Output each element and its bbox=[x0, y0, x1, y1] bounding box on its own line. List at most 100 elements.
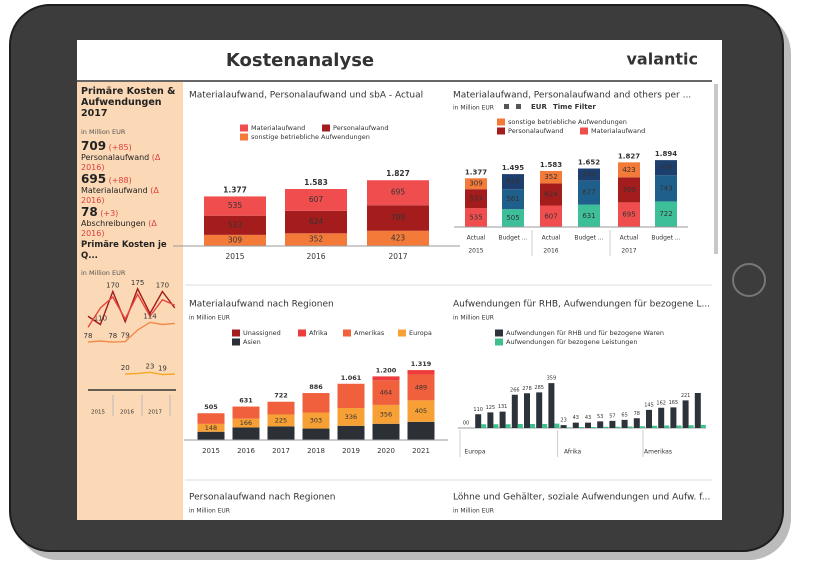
bar-segment bbox=[655, 201, 677, 227]
data-label: 722 bbox=[659, 210, 672, 218]
total-label: 1.827 bbox=[386, 169, 410, 178]
bar-segment bbox=[372, 380, 400, 405]
data-label: 505 bbox=[506, 214, 519, 222]
data-label: 709 bbox=[391, 213, 406, 222]
bar-segment bbox=[285, 210, 347, 234]
legend-label: Asien bbox=[243, 338, 261, 346]
kpi-label: Materialaufwand bbox=[81, 186, 148, 195]
bar-segment bbox=[337, 383, 365, 408]
data-label: 221 bbox=[681, 393, 691, 399]
data-label: 695 bbox=[391, 188, 406, 197]
home-button[interactable] bbox=[732, 263, 766, 297]
data-label: 225 bbox=[275, 416, 287, 424]
bar bbox=[670, 407, 677, 428]
legend-label: Materialaufwand bbox=[591, 127, 645, 135]
chart-title: Löhne und Gehälter, soziale Aufwendungen… bbox=[453, 493, 710, 503]
bar bbox=[554, 423, 560, 428]
legend-swatch bbox=[343, 329, 351, 337]
bar-segment bbox=[655, 160, 677, 176]
data-label: 19 bbox=[158, 365, 167, 373]
bar-segment bbox=[232, 406, 260, 419]
data-label: 709 bbox=[622, 186, 635, 194]
bar bbox=[597, 421, 604, 428]
bar-segment bbox=[204, 215, 266, 235]
x-tick-label: 2018 bbox=[307, 447, 325, 455]
x-tick-label: Budget ... bbox=[574, 235, 603, 242]
mini-chart-title: Primäre Kosten je Q... bbox=[81, 240, 167, 261]
data-label: 170 bbox=[156, 282, 169, 290]
x-tick-label: 2016 bbox=[120, 410, 134, 416]
data-label: 78 bbox=[84, 332, 93, 340]
x-tick-label: 2021 bbox=[412, 447, 430, 455]
bar-segment bbox=[337, 425, 365, 440]
legend-swatch bbox=[232, 338, 240, 346]
bar bbox=[658, 407, 665, 428]
group-label: Europa bbox=[464, 449, 485, 456]
data-label: 148 bbox=[205, 424, 217, 432]
bar-segment bbox=[267, 426, 295, 440]
scrollbar[interactable] bbox=[714, 84, 718, 254]
unit: in Million EUR bbox=[453, 508, 494, 515]
bar-segment bbox=[232, 427, 260, 440]
bar bbox=[560, 425, 567, 428]
bar bbox=[524, 393, 530, 428]
bar-segment bbox=[367, 230, 429, 246]
chart-title: Materialaufwand, Personalaufwand und sbA… bbox=[189, 91, 423, 101]
bar bbox=[639, 426, 645, 428]
bar-segment bbox=[407, 370, 435, 375]
bar-segment bbox=[540, 183, 562, 206]
toolbar-button[interactable]: EUR bbox=[531, 103, 547, 111]
data-label: 607 bbox=[309, 195, 324, 204]
legend-swatch bbox=[398, 329, 406, 337]
year-label: 2016 bbox=[543, 248, 558, 255]
legend-swatch bbox=[497, 127, 505, 135]
data-label: 156 bbox=[205, 432, 217, 440]
legend-label: sonstige betriebliche Aufwendungen bbox=[251, 133, 370, 141]
total-label: 1.827 bbox=[618, 152, 640, 160]
legend-label: Personalaufwand bbox=[508, 127, 563, 135]
legend-label: Amerikas bbox=[354, 329, 385, 337]
legend-swatch bbox=[497, 118, 505, 126]
unit: in Million EUR bbox=[453, 315, 494, 322]
x-tick-label: 2020 bbox=[377, 447, 395, 455]
x-tick-label: Budget ... bbox=[498, 235, 527, 242]
bar bbox=[688, 425, 694, 428]
bar-segment bbox=[407, 400, 435, 422]
bar bbox=[475, 414, 482, 428]
data-label: 423 bbox=[622, 166, 635, 174]
bar bbox=[530, 424, 535, 428]
bar-segment bbox=[285, 233, 347, 246]
x-tick-label: 2017 bbox=[148, 410, 162, 416]
bar bbox=[548, 383, 555, 428]
bar-segment bbox=[267, 414, 295, 427]
toolbar-button[interactable]: Time Filter bbox=[553, 103, 596, 111]
data-label: 631 bbox=[582, 212, 595, 220]
toolbar-icon[interactable] bbox=[516, 104, 521, 109]
bar bbox=[609, 420, 616, 428]
data-label: 535 bbox=[469, 214, 482, 222]
legend-swatch bbox=[240, 124, 248, 132]
bar bbox=[603, 426, 609, 428]
bar-segment bbox=[204, 234, 266, 246]
total-label: 886 bbox=[309, 383, 323, 391]
bar-segment bbox=[197, 431, 225, 440]
data-label: 175 bbox=[131, 279, 144, 287]
data-label: 533 bbox=[228, 220, 243, 229]
x-tick-label: 2015 bbox=[225, 252, 244, 261]
bar bbox=[700, 424, 706, 428]
kpi-label: Personalaufwand bbox=[81, 153, 150, 162]
bar-segment bbox=[372, 404, 400, 424]
bar bbox=[511, 394, 518, 428]
legend-swatch bbox=[298, 329, 306, 337]
data-label: 743 bbox=[659, 184, 672, 192]
data-label: 79 bbox=[121, 332, 130, 340]
bar bbox=[627, 426, 633, 428]
toolbar-icon[interactable] bbox=[504, 104, 509, 109]
legend-swatch bbox=[232, 329, 240, 337]
kpi-note: (Δ 2016) bbox=[81, 186, 159, 205]
bar bbox=[578, 427, 584, 428]
data-label: 356 bbox=[380, 410, 392, 418]
page-title: Kostenanalyse bbox=[226, 50, 374, 71]
